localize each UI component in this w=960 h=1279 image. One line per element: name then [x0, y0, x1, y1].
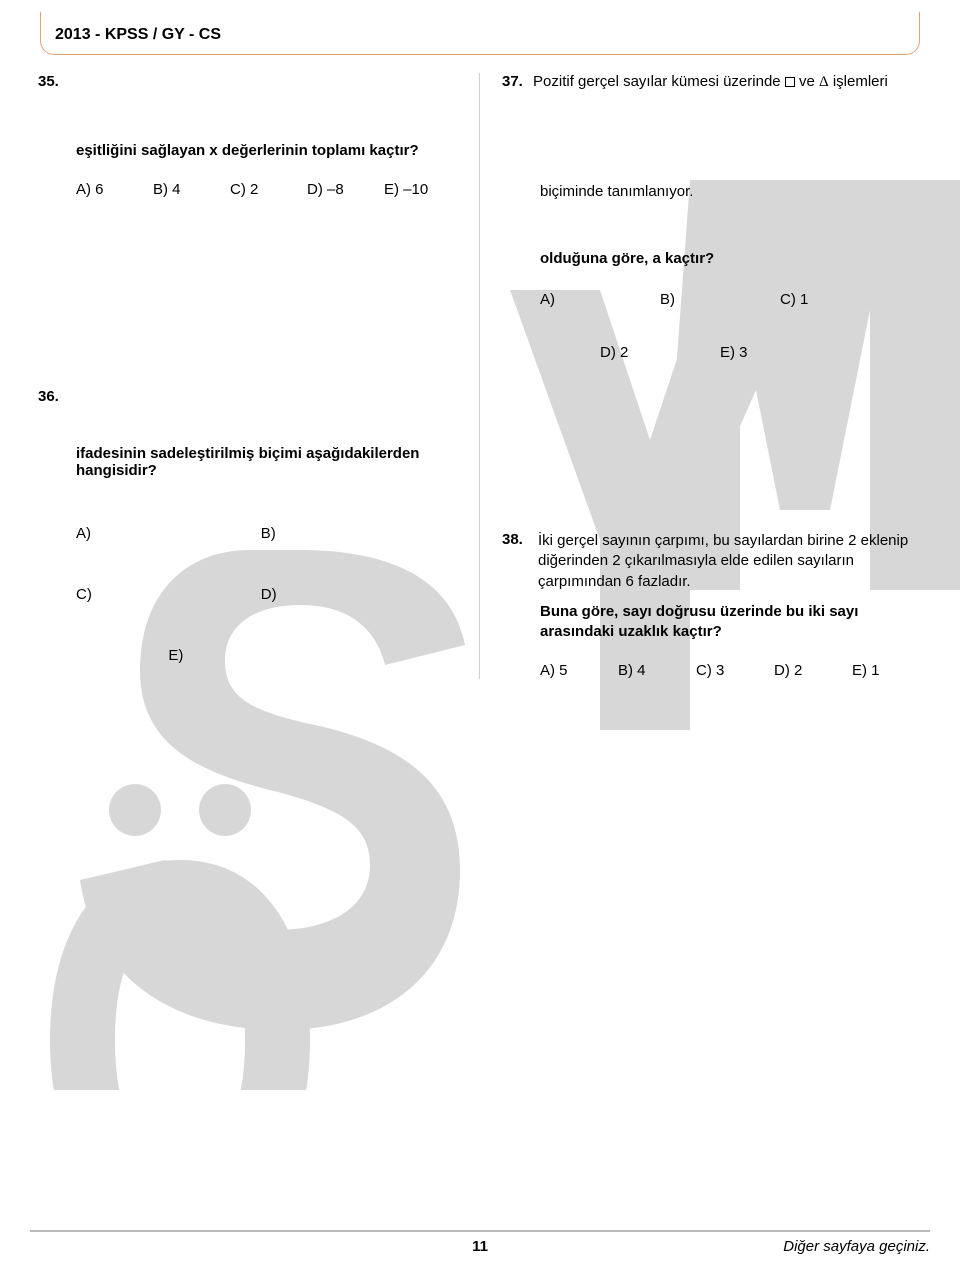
q37-opt-c: C) 1: [780, 291, 900, 308]
q38-opt-b: B) 4: [618, 662, 696, 679]
right-column: 37. Pozitif gerçel sayılar kümesi üzerin…: [480, 73, 930, 679]
q37-prompt: olduğuna göre, a kaçtır?: [540, 250, 922, 267]
triangle-operator-icon: Δ: [819, 74, 829, 90]
exam-title: 2013 - KPSS / GY - CS: [55, 26, 221, 43]
q38-opt-d: D) 2: [774, 662, 852, 679]
q36-opt-d: D): [261, 586, 277, 603]
next-page-hint: Diğer sayfaya geçiniz.: [783, 1238, 930, 1255]
exam-header: 2013 - KPSS / GY - CS: [40, 12, 920, 55]
page-number: 11: [472, 1238, 488, 1255]
q35-number: 35.: [38, 73, 59, 90]
q37-opt-a: A): [540, 291, 660, 308]
q37-opt-e: E) 3: [720, 344, 840, 361]
q37-opt-d: D) 2: [600, 344, 720, 361]
left-column: 35. eşitliğini sağlayan x değerlerinin t…: [30, 73, 479, 679]
q36-opt-c: C): [76, 586, 261, 603]
q35-opt-d: D) –8: [307, 181, 384, 198]
q37-number: 37.: [502, 73, 523, 90]
q38-number: 38.: [502, 531, 532, 592]
q38-text: İki gerçel sayının çarpımı, bu sayılarda…: [538, 531, 922, 592]
q35-opt-e: E) –10: [384, 181, 461, 198]
q37-intro-a: Pozitif gerçel sayılar kümesi üzerinde: [533, 73, 785, 90]
q35-opt-c: C) 2: [230, 181, 307, 198]
q37-line-defined: biçiminde tanımlanıyor.: [540, 183, 922, 200]
q37-intro-b: ve: [799, 73, 819, 90]
question-36: 36. ifadesinin sadeleştirilmiş biçimi aş…: [38, 388, 461, 664]
q36-opt-a: A): [76, 525, 261, 542]
q37-opt-b: B): [660, 291, 780, 308]
q36-number: 36.: [38, 388, 59, 405]
square-operator-icon: [785, 77, 795, 87]
q38-opt-a: A) 5: [540, 662, 618, 679]
q38-prompt: Buna göre, sayı doğrusu üzerinde bu iki …: [540, 602, 922, 643]
q35-opt-b: B) 4: [153, 181, 230, 198]
q35-prompt: eşitliğini sağlayan x değerlerinin topla…: [76, 142, 461, 159]
q37-intro-c: işlemleri: [833, 73, 888, 90]
q36-prompt: ifadesinin sadeleştirilmiş biçimi aşağıd…: [76, 445, 436, 479]
question-38: 38. İki gerçel sayının çarpımı, bu sayıl…: [502, 531, 922, 679]
question-37: 37. Pozitif gerçel sayılar kümesi üzerin…: [502, 73, 922, 361]
page-footer: 11 Diğer sayfaya geçiniz.: [30, 1230, 930, 1255]
q36-opt-b: B): [261, 525, 276, 542]
q35-opt-a: A) 6: [76, 181, 153, 198]
q38-opt-c: C) 3: [696, 662, 774, 679]
question-35: 35. eşitliğini sağlayan x değerlerinin t…: [38, 73, 461, 198]
q38-opt-e: E) 1: [852, 662, 930, 679]
q36-opt-e: E): [168, 647, 183, 664]
